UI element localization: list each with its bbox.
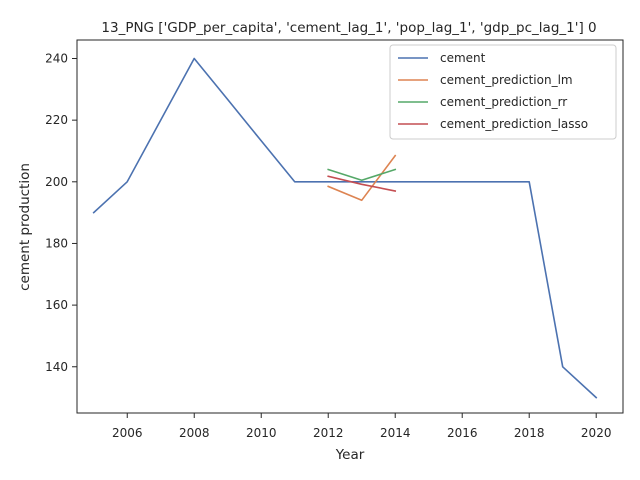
plot-lines [92, 57, 598, 399]
x-tick-label: 2010 [246, 426, 277, 440]
series-line-cement [92, 57, 598, 399]
x-axis: 2006 2008 2010 2012 2014 2016 2018 2020 [112, 413, 612, 440]
y-tick-label: 180 [45, 236, 68, 250]
legend-label-cement_prediction_lm: cement_prediction_lm [440, 73, 573, 87]
legend-label-cement_prediction_rr: cement_prediction_rr [440, 95, 567, 109]
y-tick-label: 140 [45, 360, 68, 374]
legend: cement cement_prediction_lm cement_predict… [389, 44, 617, 140]
x-axis-label: Year [335, 447, 365, 463]
legend-label-cement: cement [440, 51, 486, 65]
x-tick-label: 2008 [179, 426, 210, 440]
x-tick-label: 2018 [514, 426, 545, 440]
series-line-cement_prediction_lm [327, 154, 397, 202]
series-line-cement_prediction_lasso [327, 175, 397, 192]
series-line-cement_prediction_rr [327, 168, 397, 182]
chart-title: 13_PNG ['GDP_per_capita', 'cement_lag_1'… [101, 20, 596, 36]
legend-label-cement_prediction_lasso: cement_prediction_lasso [440, 117, 588, 131]
y-axis-label: cement production [17, 163, 33, 291]
x-tick-label: 2016 [447, 426, 478, 440]
legend-box [389, 44, 617, 140]
y-tick-label: 240 [45, 51, 68, 65]
x-tick-label: 2014 [380, 426, 411, 440]
plot-frame [76, 39, 624, 414]
x-tick-label: 2020 [581, 426, 612, 440]
x-tick-label: 2006 [112, 426, 143, 440]
y-tick-label: 200 [45, 175, 68, 189]
x-tick-label: 2012 [313, 426, 344, 440]
y-tick-label: 220 [45, 113, 68, 127]
y-tick-label: 160 [45, 298, 68, 312]
y-axis: 140 160 180 200 220 240 [45, 51, 77, 374]
